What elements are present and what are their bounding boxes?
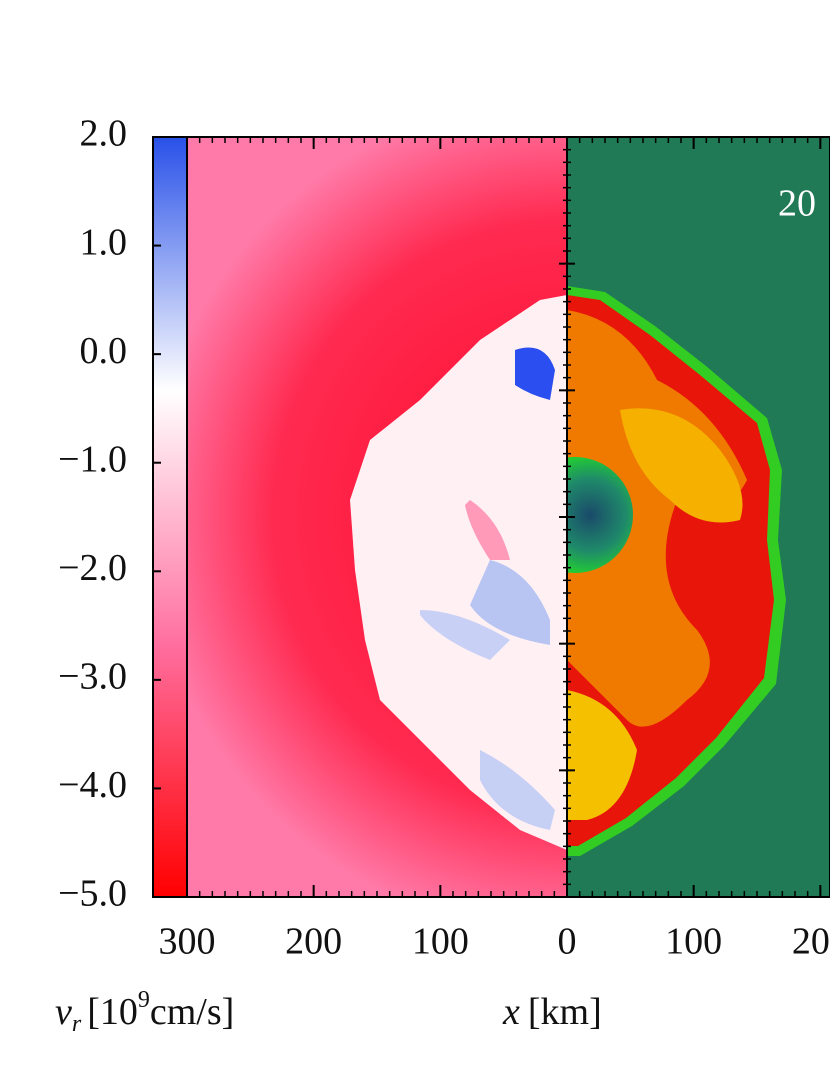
- colorbar-tick-label: 1.0: [80, 221, 128, 263]
- x-tick-label: 200: [792, 921, 830, 963]
- colorbar: [152, 136, 188, 898]
- x-tick-label: 0: [558, 921, 577, 963]
- label-text: [10: [87, 991, 138, 1033]
- symbol: x: [502, 991, 520, 1033]
- x-axis-label: x [km]: [502, 991, 602, 1033]
- colorbar-tick-label: −4.0: [58, 764, 127, 806]
- x-tick-label: 200: [285, 921, 342, 963]
- colorbar-label: vr [109cm/s]: [55, 987, 234, 1037]
- colorbar-tick-label: −5.0: [58, 873, 127, 915]
- x-tick-label: 100: [665, 921, 722, 963]
- subscript: r: [72, 1011, 82, 1037]
- colorbar-tick-label: −3.0: [58, 656, 127, 698]
- x-tick-label: 300: [159, 921, 216, 963]
- colorbar-tick-label: 0.0: [80, 330, 128, 372]
- colorbar-tick-label: −2.0: [58, 547, 127, 589]
- unit: cm/s]: [150, 991, 234, 1033]
- x-tick-label: 100: [412, 921, 469, 963]
- symbol: v: [55, 991, 72, 1033]
- annotation: 20: [778, 183, 816, 225]
- unit: [km]: [528, 991, 602, 1033]
- field-image: [186, 136, 830, 898]
- colorbar-tick-label: −1.0: [58, 438, 127, 480]
- superscript: 9: [138, 987, 150, 1013]
- colorbar-tick-label: 2.0: [80, 113, 128, 155]
